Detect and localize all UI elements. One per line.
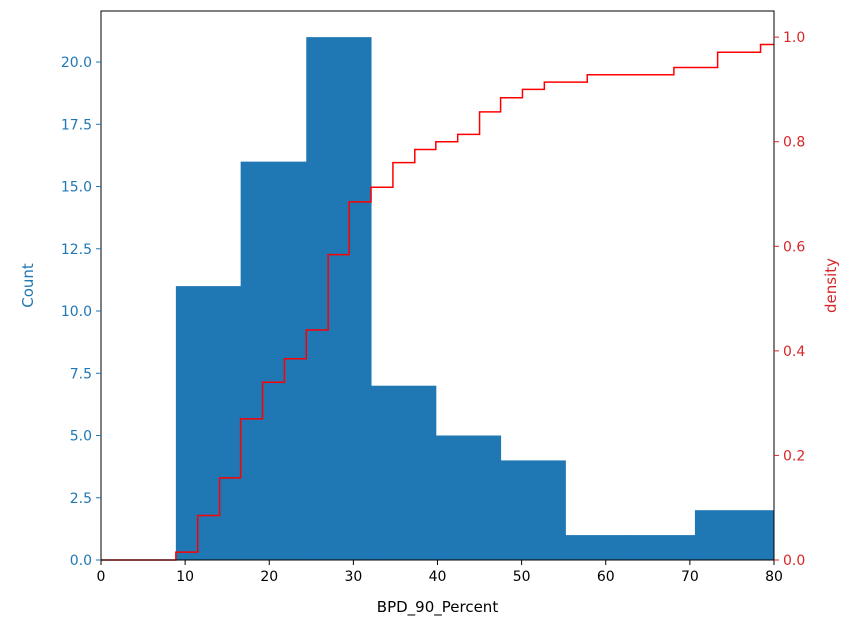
left-tick-label: 5.0 [70, 429, 92, 445]
histogram-bar [694, 510, 775, 560]
histogram-bar [500, 460, 566, 560]
left-tick-label: 12.5 [61, 242, 92, 258]
x-tick-label: 20 [260, 569, 278, 585]
left-tick-label: 10.0 [61, 304, 92, 320]
right-tick-label: 0.2 [783, 448, 805, 464]
x-tick-label: 50 [513, 569, 531, 585]
histogram-bar [175, 286, 242, 560]
right-tick-label: 0.4 [783, 344, 805, 360]
x-tick-label: 70 [681, 569, 699, 585]
histogram-bars [175, 37, 775, 560]
right-tick-label: 1.0 [783, 30, 805, 46]
left-tick-label: 2.5 [70, 491, 92, 507]
right-tick-label: 0.8 [783, 135, 805, 151]
left-tick-label: 20.0 [61, 55, 92, 71]
histogram-bar [630, 535, 696, 560]
x-axis-label: BPD_90_Percent [377, 598, 499, 617]
x-tick-label: 10 [176, 569, 194, 585]
cdf-step-line [101, 43, 774, 561]
histogram-bar [435, 435, 502, 560]
left-axis-ticks: 0.0 2.5 5.0 7.5 10.0 12.5 15.0 17.5 20.0 [61, 55, 101, 569]
left-axis-label: Count [19, 263, 37, 308]
histogram-bar [371, 385, 437, 560]
right-axis-ticks: 0.0 0.2 0.4 0.6 0.8 1.0 [774, 30, 805, 569]
x-axis-ticks: 0 10 20 30 40 50 60 70 80 [97, 560, 783, 585]
histogram-bar [306, 37, 372, 560]
x-tick-label: 80 [765, 569, 783, 585]
x-tick-label: 60 [597, 569, 615, 585]
histogram-bar [240, 161, 307, 560]
histogram-bar [565, 535, 631, 560]
left-tick-label: 7.5 [70, 366, 92, 382]
x-tick-label: 40 [429, 569, 447, 585]
left-tick-label: 17.5 [61, 117, 92, 133]
right-axis-label: density [822, 258, 840, 313]
left-tick-label: 15.0 [61, 180, 92, 196]
right-tick-label: 0.6 [783, 239, 805, 255]
x-tick-label: 30 [344, 569, 362, 585]
right-tick-label: 0.0 [783, 553, 805, 569]
x-tick-label: 0 [97, 569, 106, 585]
left-tick-label: 0.0 [70, 553, 92, 569]
